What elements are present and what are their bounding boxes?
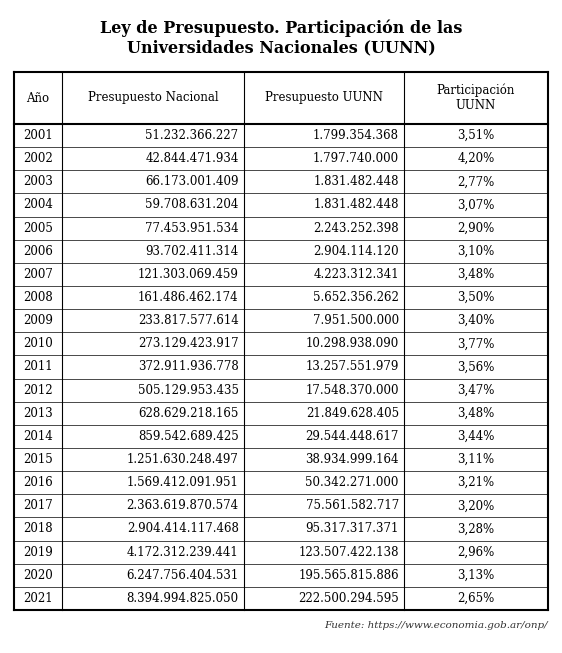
Text: 3,11%: 3,11% — [457, 453, 495, 466]
Text: 505.129.953.435: 505.129.953.435 — [138, 384, 239, 396]
Text: 2018: 2018 — [23, 522, 53, 535]
Text: 3,51%: 3,51% — [457, 129, 495, 142]
Text: 77.453.951.534: 77.453.951.534 — [145, 221, 239, 234]
Text: 2003: 2003 — [23, 176, 53, 188]
Text: 2009: 2009 — [23, 314, 53, 327]
Text: 233.817.577.614: 233.817.577.614 — [138, 314, 239, 327]
Text: 121.303.069.459: 121.303.069.459 — [138, 268, 239, 281]
Text: 38.934.999.164: 38.934.999.164 — [305, 453, 399, 466]
Text: 2,77%: 2,77% — [457, 176, 495, 188]
Text: 2007: 2007 — [23, 268, 53, 281]
Text: 2006: 2006 — [23, 245, 53, 258]
Text: 123.507.422.138: 123.507.422.138 — [298, 546, 399, 559]
Text: 66.173.001.409: 66.173.001.409 — [145, 176, 239, 188]
Text: 2002: 2002 — [23, 152, 53, 165]
Text: Fuente: https://www.economia.gob.ar/onp/: Fuente: https://www.economia.gob.ar/onp/ — [324, 620, 548, 629]
Text: 2014: 2014 — [23, 430, 53, 443]
Text: Presupuesto Nacional: Presupuesto Nacional — [88, 91, 218, 104]
Text: 17.548.370.000: 17.548.370.000 — [305, 384, 399, 396]
Text: 29.544.448.617: 29.544.448.617 — [305, 430, 399, 443]
Text: 2.904.114.120: 2.904.114.120 — [313, 245, 399, 258]
Text: 3,44%: 3,44% — [457, 430, 495, 443]
Text: 3,28%: 3,28% — [457, 522, 495, 535]
Text: 161.486.462.174: 161.486.462.174 — [138, 291, 239, 304]
Text: 2008: 2008 — [23, 291, 53, 304]
Text: 2001: 2001 — [23, 129, 53, 142]
Text: 2,96%: 2,96% — [457, 546, 495, 559]
Text: 4.172.312.239.441: 4.172.312.239.441 — [127, 546, 239, 559]
Text: 195.565.815.886: 195.565.815.886 — [298, 569, 399, 582]
Text: 1.799.354.368: 1.799.354.368 — [313, 129, 399, 142]
Text: 3,56%: 3,56% — [457, 360, 495, 374]
Text: Presupuesto UUNN: Presupuesto UUNN — [265, 91, 383, 104]
Text: 2013: 2013 — [23, 407, 53, 420]
Text: 3,20%: 3,20% — [457, 500, 495, 513]
Text: 628.629.218.165: 628.629.218.165 — [138, 407, 239, 420]
Text: 1.831.482.448: 1.831.482.448 — [314, 199, 399, 212]
Text: 2016: 2016 — [23, 476, 53, 489]
Text: 2.363.619.870.574: 2.363.619.870.574 — [126, 500, 239, 513]
Text: 93.702.411.314: 93.702.411.314 — [146, 245, 239, 258]
Text: 2019: 2019 — [23, 546, 53, 559]
Text: 3,48%: 3,48% — [457, 268, 495, 281]
Text: 3,21%: 3,21% — [457, 476, 495, 489]
Text: 8.394.994.825.050: 8.394.994.825.050 — [126, 592, 239, 605]
Text: 1.831.482.448: 1.831.482.448 — [314, 176, 399, 188]
Text: 3,40%: 3,40% — [457, 314, 495, 327]
Text: 2010: 2010 — [23, 338, 53, 351]
Text: 2004: 2004 — [23, 199, 53, 212]
Text: 21.849.628.405: 21.849.628.405 — [306, 407, 399, 420]
Text: 1.251.630.248.497: 1.251.630.248.497 — [127, 453, 239, 466]
Text: 372.911.936.778: 372.911.936.778 — [138, 360, 239, 374]
Text: 3,10%: 3,10% — [457, 245, 495, 258]
Text: 5.652.356.262: 5.652.356.262 — [313, 291, 399, 304]
Text: 4,20%: 4,20% — [457, 152, 495, 165]
Text: 1.797.740.000: 1.797.740.000 — [312, 152, 399, 165]
Text: 222.500.294.595: 222.500.294.595 — [298, 592, 399, 605]
Text: 42.844.471.934: 42.844.471.934 — [145, 152, 239, 165]
Text: 2021: 2021 — [23, 592, 53, 605]
Text: 3,50%: 3,50% — [457, 291, 495, 304]
Text: 2011: 2011 — [23, 360, 53, 374]
Text: Ley de Presupuesto. Participación de las
Universidades Nacionales (UUNN): Ley de Presupuesto. Participación de las… — [100, 20, 462, 57]
Text: 2020: 2020 — [23, 569, 53, 582]
Text: 50.342.271.000: 50.342.271.000 — [305, 476, 399, 489]
Text: 3,13%: 3,13% — [457, 569, 495, 582]
Text: 2012: 2012 — [23, 384, 53, 396]
Text: 13.257.551.979: 13.257.551.979 — [305, 360, 399, 374]
Text: 3,07%: 3,07% — [457, 199, 495, 212]
Text: 3,77%: 3,77% — [457, 338, 495, 351]
Text: 10.298.938.090: 10.298.938.090 — [306, 338, 399, 351]
Text: 59.708.631.204: 59.708.631.204 — [145, 199, 239, 212]
Text: 2005: 2005 — [23, 221, 53, 234]
Text: 2.904.414.117.468: 2.904.414.117.468 — [127, 522, 239, 535]
Text: 3,48%: 3,48% — [457, 407, 495, 420]
Text: Año: Año — [26, 91, 49, 104]
Text: 273.129.423.917: 273.129.423.917 — [138, 338, 239, 351]
Text: 95.317.317.371: 95.317.317.371 — [305, 522, 399, 535]
Text: 1.569.412.091.951: 1.569.412.091.951 — [127, 476, 239, 489]
Text: 6.247.756.404.531: 6.247.756.404.531 — [126, 569, 239, 582]
Text: 2017: 2017 — [23, 500, 53, 513]
Text: 75.561.582.717: 75.561.582.717 — [306, 500, 399, 513]
Text: 4.223.312.341: 4.223.312.341 — [313, 268, 399, 281]
Text: 2015: 2015 — [23, 453, 53, 466]
Text: 859.542.689.425: 859.542.689.425 — [138, 430, 239, 443]
Text: 2.243.252.398: 2.243.252.398 — [313, 221, 399, 234]
Text: Participación
UUNN: Participación UUNN — [437, 84, 515, 112]
Text: 51.232.366.227: 51.232.366.227 — [146, 129, 239, 142]
Text: 2,65%: 2,65% — [457, 592, 495, 605]
Text: 2,90%: 2,90% — [457, 221, 495, 234]
Text: 3,47%: 3,47% — [457, 384, 495, 396]
Text: 7.951.500.000: 7.951.500.000 — [312, 314, 399, 327]
